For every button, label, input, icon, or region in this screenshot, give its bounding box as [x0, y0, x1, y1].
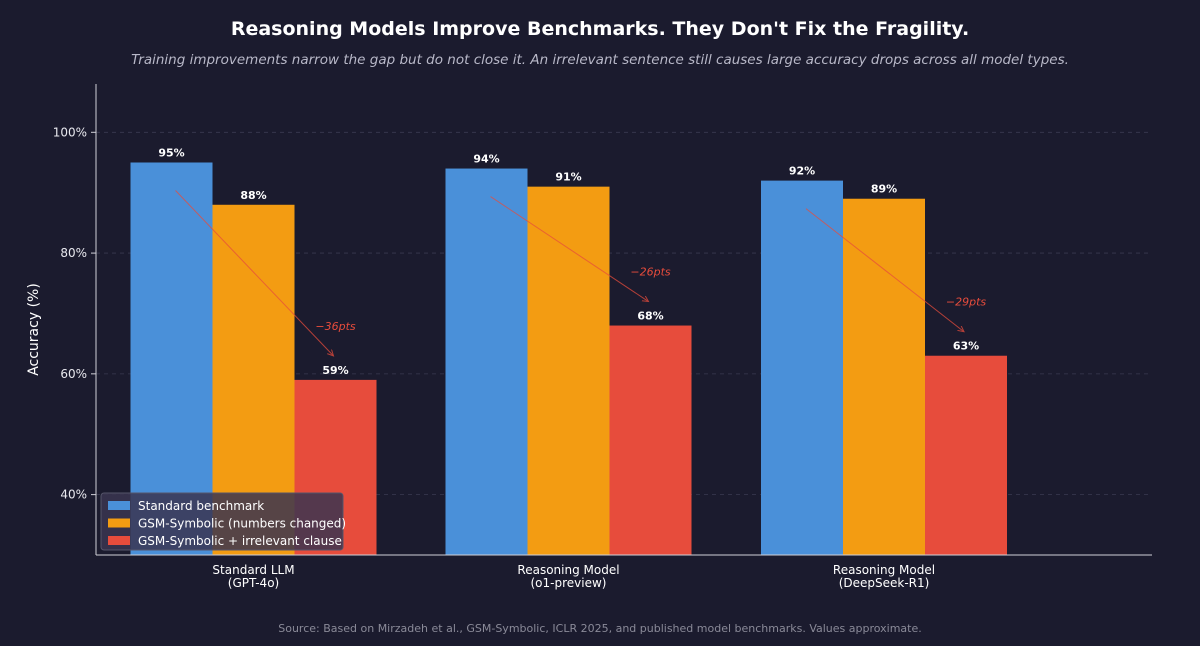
drop-annotation: −29pts — [946, 296, 987, 309]
bar-value-label: 92% — [789, 165, 815, 178]
category-label: Reasoning Model (o1-preview) — [517, 563, 619, 590]
bar-value-label: 95% — [158, 147, 184, 160]
source-note: Source: Based on Mirzadeh et al., GSM-Sy… — [278, 622, 922, 635]
bar — [761, 180, 843, 555]
bar — [130, 162, 213, 555]
legend-box — [100, 492, 344, 551]
category-label-line: Reasoning Model — [517, 563, 619, 577]
bar-value-label: 63% — [953, 340, 979, 353]
bar — [445, 168, 528, 556]
axes — [91, 84, 1152, 556]
bar-value-label: 88% — [240, 189, 266, 202]
y-tick-label: 40% — [60, 488, 87, 502]
bar — [527, 186, 610, 555]
legend: Standard benchmark GSM-Symbolic (numbers … — [100, 492, 346, 551]
bar — [609, 325, 692, 555]
category-label-line: (GPT-4o) — [228, 576, 279, 590]
bar — [925, 355, 1007, 555]
chart-title: Reasoning Models Improve Benchmarks. The… — [230, 18, 970, 40]
legend-label: GSM-Symbolic (numbers changed) — [138, 517, 346, 531]
y-tick-label: 80% — [60, 246, 87, 260]
bar-value-label: 89% — [871, 183, 897, 196]
bar-value-label: 91% — [555, 171, 581, 184]
labels: 40% 60% 80% 100% Accuracy (%) 95% 88% 59% Standa… — [26, 125, 979, 590]
drop-arrow — [805, 208, 964, 332]
legend-swatch — [108, 501, 130, 510]
legend-swatch — [108, 518, 130, 528]
legend-label: GSM-Symbolic + irrelevant clause — [138, 534, 342, 548]
legend-swatch — [108, 536, 130, 545]
category-label-line: (o1-preview) — [531, 576, 607, 590]
drop-annotation: −26pts — [630, 266, 671, 279]
legend-label: Standard benchmark — [138, 499, 264, 513]
category-label-line: (DeepSeek-R1) — [839, 576, 930, 590]
y-tick-label: 100% — [53, 125, 87, 139]
category-label-line: Reasoning Model — [833, 563, 935, 577]
y-tick-label: 60% — [60, 367, 87, 381]
drop-arrows: −36pts −26pts −29pts — [175, 190, 987, 356]
category-label: Standard LLM (GPT-4o) — [212, 563, 294, 590]
bar — [843, 198, 925, 555]
category-label: Reasoning Model (DeepSeek-R1) — [833, 563, 935, 590]
bar-value-label: 68% — [637, 310, 663, 323]
bar-value-label: 59% — [322, 364, 348, 377]
drop-annotation: −36pts — [315, 320, 356, 333]
drop-arrow — [490, 196, 649, 302]
drop-arrow — [175, 190, 334, 356]
chart-subtitle: Training improvements narrow the gap but… — [131, 52, 1069, 68]
category-label-line: Standard LLM — [212, 563, 294, 577]
bar-value-label: 94% — [473, 153, 499, 166]
y-axis-label: Accuracy (%) — [26, 283, 42, 376]
